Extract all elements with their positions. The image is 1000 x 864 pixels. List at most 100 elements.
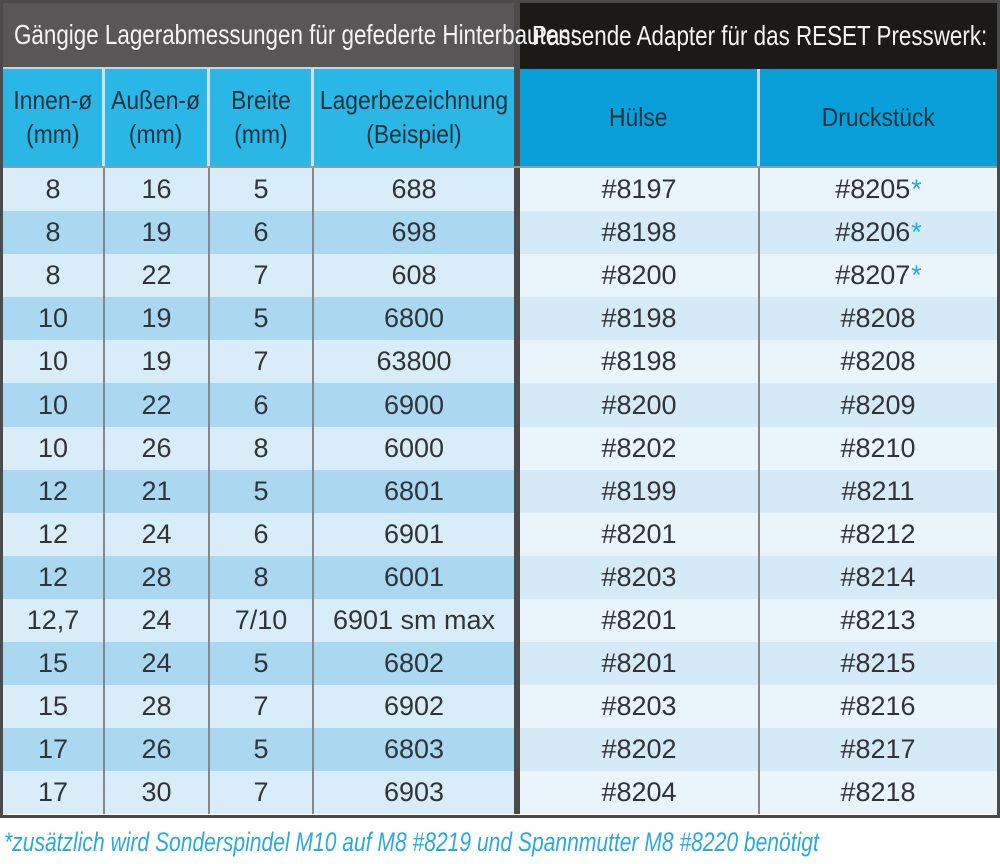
section-divider	[514, 168, 520, 212]
table-row: 10 19 7 63800 #8198 #8208	[3, 340, 997, 384]
column-header-row: Innen-ø (mm) Außen-ø (mm) Breite (mm) La…	[3, 69, 997, 166]
cell-breite: 6	[210, 383, 314, 427]
cell-druckstueck: #8212	[760, 512, 997, 556]
section-divider	[514, 555, 520, 599]
cell-lager: 6900	[314, 383, 514, 427]
section-divider	[514, 642, 520, 686]
cell-innen: 12	[3, 512, 105, 556]
cell-lager: 6901 sm max	[314, 598, 514, 643]
cell-breite: 6	[210, 512, 314, 556]
footnote: *zusätzlich wird Sonderspindel M10 auf M…	[4, 822, 996, 862]
cell-huelse: #8202	[520, 728, 760, 772]
header-huelse-label: Hülse	[609, 101, 668, 132]
cell-innen: 8	[3, 211, 105, 255]
section-divider	[514, 771, 520, 815]
cell-lager: 6801	[314, 469, 514, 513]
cell-druckstueck: #8208	[760, 340, 997, 384]
cell-innen: 12,7	[3, 598, 105, 643]
cell-aussen: 28	[105, 555, 210, 599]
cell-druckstueck: #8215	[760, 642, 997, 686]
title-band: Gängige Lagerabmessungen für gefederte H…	[3, 3, 997, 69]
table-row: 12 21 5 6801 #8199 #8211	[3, 469, 997, 513]
druckstueck-value: #8217	[840, 734, 916, 765]
header-breite-line1: Breite	[230, 84, 291, 115]
druckstueck-value: #8216	[840, 691, 916, 722]
druckstueck-value: #8207	[835, 260, 911, 291]
cell-lager: 63800	[314, 340, 514, 384]
cell-aussen: 19	[105, 297, 210, 341]
section-divider	[514, 383, 520, 427]
cell-breite: 5	[210, 728, 314, 772]
table-row: 10 22 6 6900 #8200 #8209	[3, 383, 997, 427]
cell-breite: 7	[210, 254, 314, 298]
header-druckstueck: Druckstück	[760, 69, 997, 166]
table-row: 10 26 8 6000 #8202 #8210	[3, 426, 997, 470]
table-row: 12 24 6 6901 #8201 #8212	[3, 512, 997, 556]
cell-breite: 7/10	[210, 598, 314, 643]
header-innen: Innen-ø (mm)	[3, 69, 105, 166]
cell-aussen: 16	[105, 168, 210, 212]
table-row: 15 28 7 6902 #8203 #8216	[3, 685, 997, 729]
cell-aussen: 24	[105, 598, 210, 643]
cell-aussen: 28	[105, 685, 210, 729]
section-divider	[514, 69, 520, 166]
cell-innen: 10	[3, 297, 105, 341]
cell-breite: 5	[210, 168, 314, 212]
section-divider	[514, 598, 520, 643]
header-innen-line1: Innen-ø	[13, 84, 92, 115]
header-aussen: Außen-ø (mm)	[105, 69, 210, 166]
section-divider	[514, 297, 520, 341]
cell-aussen: 21	[105, 469, 210, 513]
cell-breite: 7	[210, 685, 314, 729]
cell-aussen: 24	[105, 642, 210, 686]
cell-innen: 10	[3, 383, 105, 427]
cell-huelse: #8202	[520, 426, 760, 470]
table-row: 10 19 5 6800 #8198 #8208	[3, 297, 997, 341]
cell-innen: 17	[3, 728, 105, 772]
right-section-title-cell: Passende Adapter für das RESET Presswerk…	[520, 3, 997, 69]
section-divider	[514, 3, 520, 69]
druckstueck-value: #8205	[835, 174, 911, 205]
header-aussen-line1: Außen-ø	[111, 84, 201, 115]
cell-huelse: #8198	[520, 297, 760, 341]
header-aussen-line2: (mm)	[129, 118, 183, 149]
table-body: 8 16 5 688 #8197 #8205 * 8 19 6 698 #8198…	[3, 166, 997, 815]
section-divider	[514, 254, 520, 298]
cell-lager: 6901	[314, 512, 514, 556]
cell-breite: 8	[210, 555, 314, 599]
table-row: 8 22 7 608 #8200 #8207 *	[3, 254, 997, 298]
druckstueck-value: #8215	[840, 648, 916, 679]
cell-huelse: #8200	[520, 254, 760, 298]
footnote-asterisk: *	[911, 174, 922, 205]
cell-lager: 608	[314, 254, 514, 298]
cell-aussen: 26	[105, 728, 210, 772]
cell-aussen: 22	[105, 383, 210, 427]
section-divider	[514, 211, 520, 255]
section-divider	[514, 469, 520, 513]
cell-huelse: #8200	[520, 383, 760, 427]
section-divider	[514, 728, 520, 772]
cell-innen: 10	[3, 340, 105, 384]
cell-druckstueck: #8210	[760, 426, 997, 470]
cell-druckstueck: #8207 *	[760, 254, 997, 298]
druckstueck-value: #8214	[840, 561, 916, 592]
header-lagerbezeichnung: Lagerbezeichnung (Beispiel)	[314, 69, 514, 166]
cell-druckstueck: #8208	[760, 297, 997, 341]
cell-breite: 7	[210, 340, 314, 384]
header-lager-line1: Lagerbezeichnung	[319, 84, 509, 115]
cell-druckstueck: #8205 *	[760, 168, 997, 212]
cell-breite: 6	[210, 211, 314, 255]
cell-lager: 6903	[314, 771, 514, 815]
cell-druckstueck: #8217	[760, 728, 997, 772]
cell-huelse: #8197	[520, 168, 760, 212]
cell-druckstueck: #8211	[760, 469, 997, 513]
cell-innen: 12	[3, 555, 105, 599]
cell-druckstueck: #8213	[760, 598, 997, 643]
cell-lager: 6803	[314, 728, 514, 772]
cell-huelse: #8204	[520, 771, 760, 815]
header-innen-line2: (mm)	[25, 118, 80, 149]
table-row: 15 24 5 6802 #8201 #8215	[3, 642, 997, 686]
cell-huelse: #8201	[520, 642, 760, 686]
cell-huelse: #8198	[520, 211, 760, 255]
cell-innen: 12	[3, 469, 105, 513]
